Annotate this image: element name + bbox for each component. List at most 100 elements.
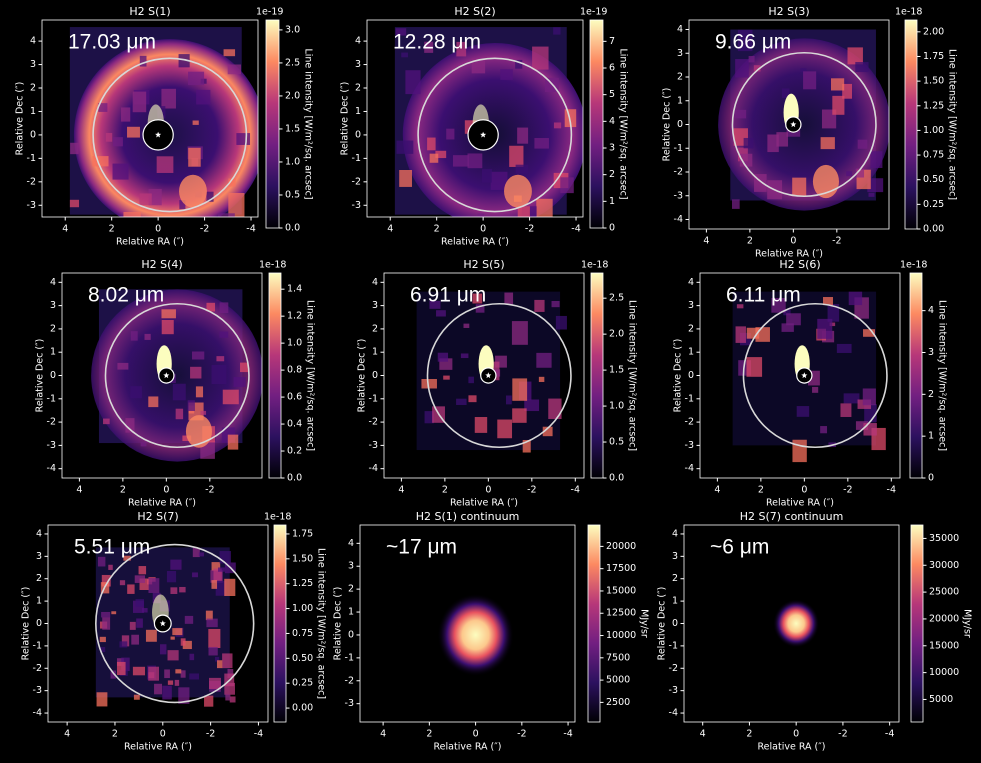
y-tick-label: 3 <box>355 59 361 70</box>
colorbar-tick-label: 2 <box>609 169 615 180</box>
colorbar-tick-label: 12500 <box>606 608 636 619</box>
emission <box>135 599 145 607</box>
x-tick-label: -2 <box>832 236 841 247</box>
emission <box>481 169 492 183</box>
colorbar-tick-label: 0.00 <box>292 703 313 714</box>
colorbar-tick-label: 1.50 <box>292 553 313 564</box>
emission <box>192 547 200 558</box>
emission <box>509 145 524 167</box>
x-tick-label: 2 <box>747 236 753 247</box>
panel: H2 S(7) continuum ~6 μm 4 2 0 -2 -4 -4 -3 -2 -1 0 1 2… <box>657 510 973 753</box>
x-tick-label: -4 <box>571 224 580 235</box>
emission <box>863 329 875 337</box>
colorbar-tick-label: 2.00 <box>923 26 944 37</box>
emission <box>129 621 136 630</box>
aperture-circle <box>426 302 572 449</box>
colorbar-tick-label: 5 <box>609 89 615 100</box>
emission <box>119 580 126 586</box>
x-axis-label: Relative RA (″) <box>757 742 825 753</box>
emission <box>822 297 833 306</box>
emission <box>136 618 143 628</box>
x-tick-label: 2 <box>120 485 126 496</box>
emission <box>175 669 182 674</box>
emission <box>773 599 820 648</box>
emission <box>490 171 508 190</box>
x-tick-label: 0 <box>793 729 799 740</box>
emission <box>812 386 819 393</box>
x-tick-label: -4 <box>885 729 894 740</box>
x-tick-label: 0 <box>163 485 169 496</box>
star <box>159 620 166 627</box>
y-axis-label: Relative Dec (″) <box>340 82 351 156</box>
emission <box>200 410 207 415</box>
emission <box>227 434 239 450</box>
emission <box>102 617 111 630</box>
emission <box>538 376 545 382</box>
colorbar <box>904 19 918 230</box>
emission <box>424 41 434 53</box>
colorbar-tick-label: 0.50 <box>292 653 313 664</box>
y-axis-label: Relative Dec (″) <box>673 339 684 413</box>
emission <box>161 309 176 319</box>
star <box>163 372 170 379</box>
emission <box>405 70 421 95</box>
emission <box>468 395 477 403</box>
panel-title: H2 S(3) <box>768 5 809 18</box>
emission <box>110 670 116 679</box>
aperture-circle <box>742 302 888 449</box>
emission <box>175 408 184 420</box>
emission <box>517 206 530 217</box>
aperture-circle <box>92 57 248 213</box>
emission <box>112 163 129 180</box>
colorbar-label: Line intensity [W/m²/sq. arcsec] <box>618 48 629 199</box>
emission <box>855 62 869 73</box>
emission <box>213 568 222 581</box>
emission <box>192 572 198 578</box>
emission <box>767 134 779 153</box>
emission <box>214 656 220 662</box>
emission <box>542 426 553 437</box>
y-tick-label: -1 <box>669 640 678 651</box>
colorbar <box>273 524 287 723</box>
y-tick-label: -1 <box>685 393 694 404</box>
image <box>91 289 262 462</box>
emission <box>216 660 223 669</box>
star <box>485 372 492 379</box>
x-axis-label: Relative RA (″) <box>433 742 501 753</box>
emission <box>227 668 234 678</box>
y-tick-label: 0 <box>50 370 56 381</box>
x-tick-label: 2 <box>442 485 448 496</box>
x-tick-label: -2 <box>525 224 534 235</box>
emission <box>515 59 523 69</box>
panel: H2 S(6) 6.11 μm 4 2 0 -2 -4 -4 -3 -2 -1 0 1 2 3 4 Relati… <box>673 258 948 509</box>
colorbar-tick-label: 1 <box>928 431 934 442</box>
colorbar-tick-label: 7500 <box>606 652 630 663</box>
colorbar-tick-label: 0.0 <box>287 473 302 484</box>
colorbar-label: Line intensity [W/m²/sq. arcsec] <box>316 548 327 699</box>
emission <box>70 142 79 155</box>
colorbar-offset: 1e-18 <box>264 512 291 523</box>
y-tick-label: 3 <box>36 551 42 562</box>
emission <box>98 103 108 112</box>
emission <box>497 419 513 439</box>
emission <box>154 683 163 695</box>
emission <box>820 137 835 150</box>
y-tick-label: -4 <box>669 708 678 719</box>
colorbar-tick-label: 1.5 <box>285 123 300 134</box>
x-tick-label: 4 <box>700 729 706 740</box>
x-tick-label: -2 <box>838 729 847 740</box>
colorbar <box>268 272 282 479</box>
emission <box>184 615 194 624</box>
y-tick-label: -3 <box>674 190 683 201</box>
x-axis-label: Relative RA (″) <box>450 498 518 509</box>
y-axis-label: Relative Dec (″) <box>35 339 46 413</box>
axes-frame <box>41 19 259 218</box>
emission <box>187 400 195 411</box>
emission <box>456 41 467 57</box>
colorbar-tick-label: 2.5 <box>609 293 624 304</box>
star <box>480 131 487 138</box>
emission <box>868 192 875 197</box>
y-tick-label: 0 <box>348 629 354 640</box>
emission <box>160 644 167 655</box>
